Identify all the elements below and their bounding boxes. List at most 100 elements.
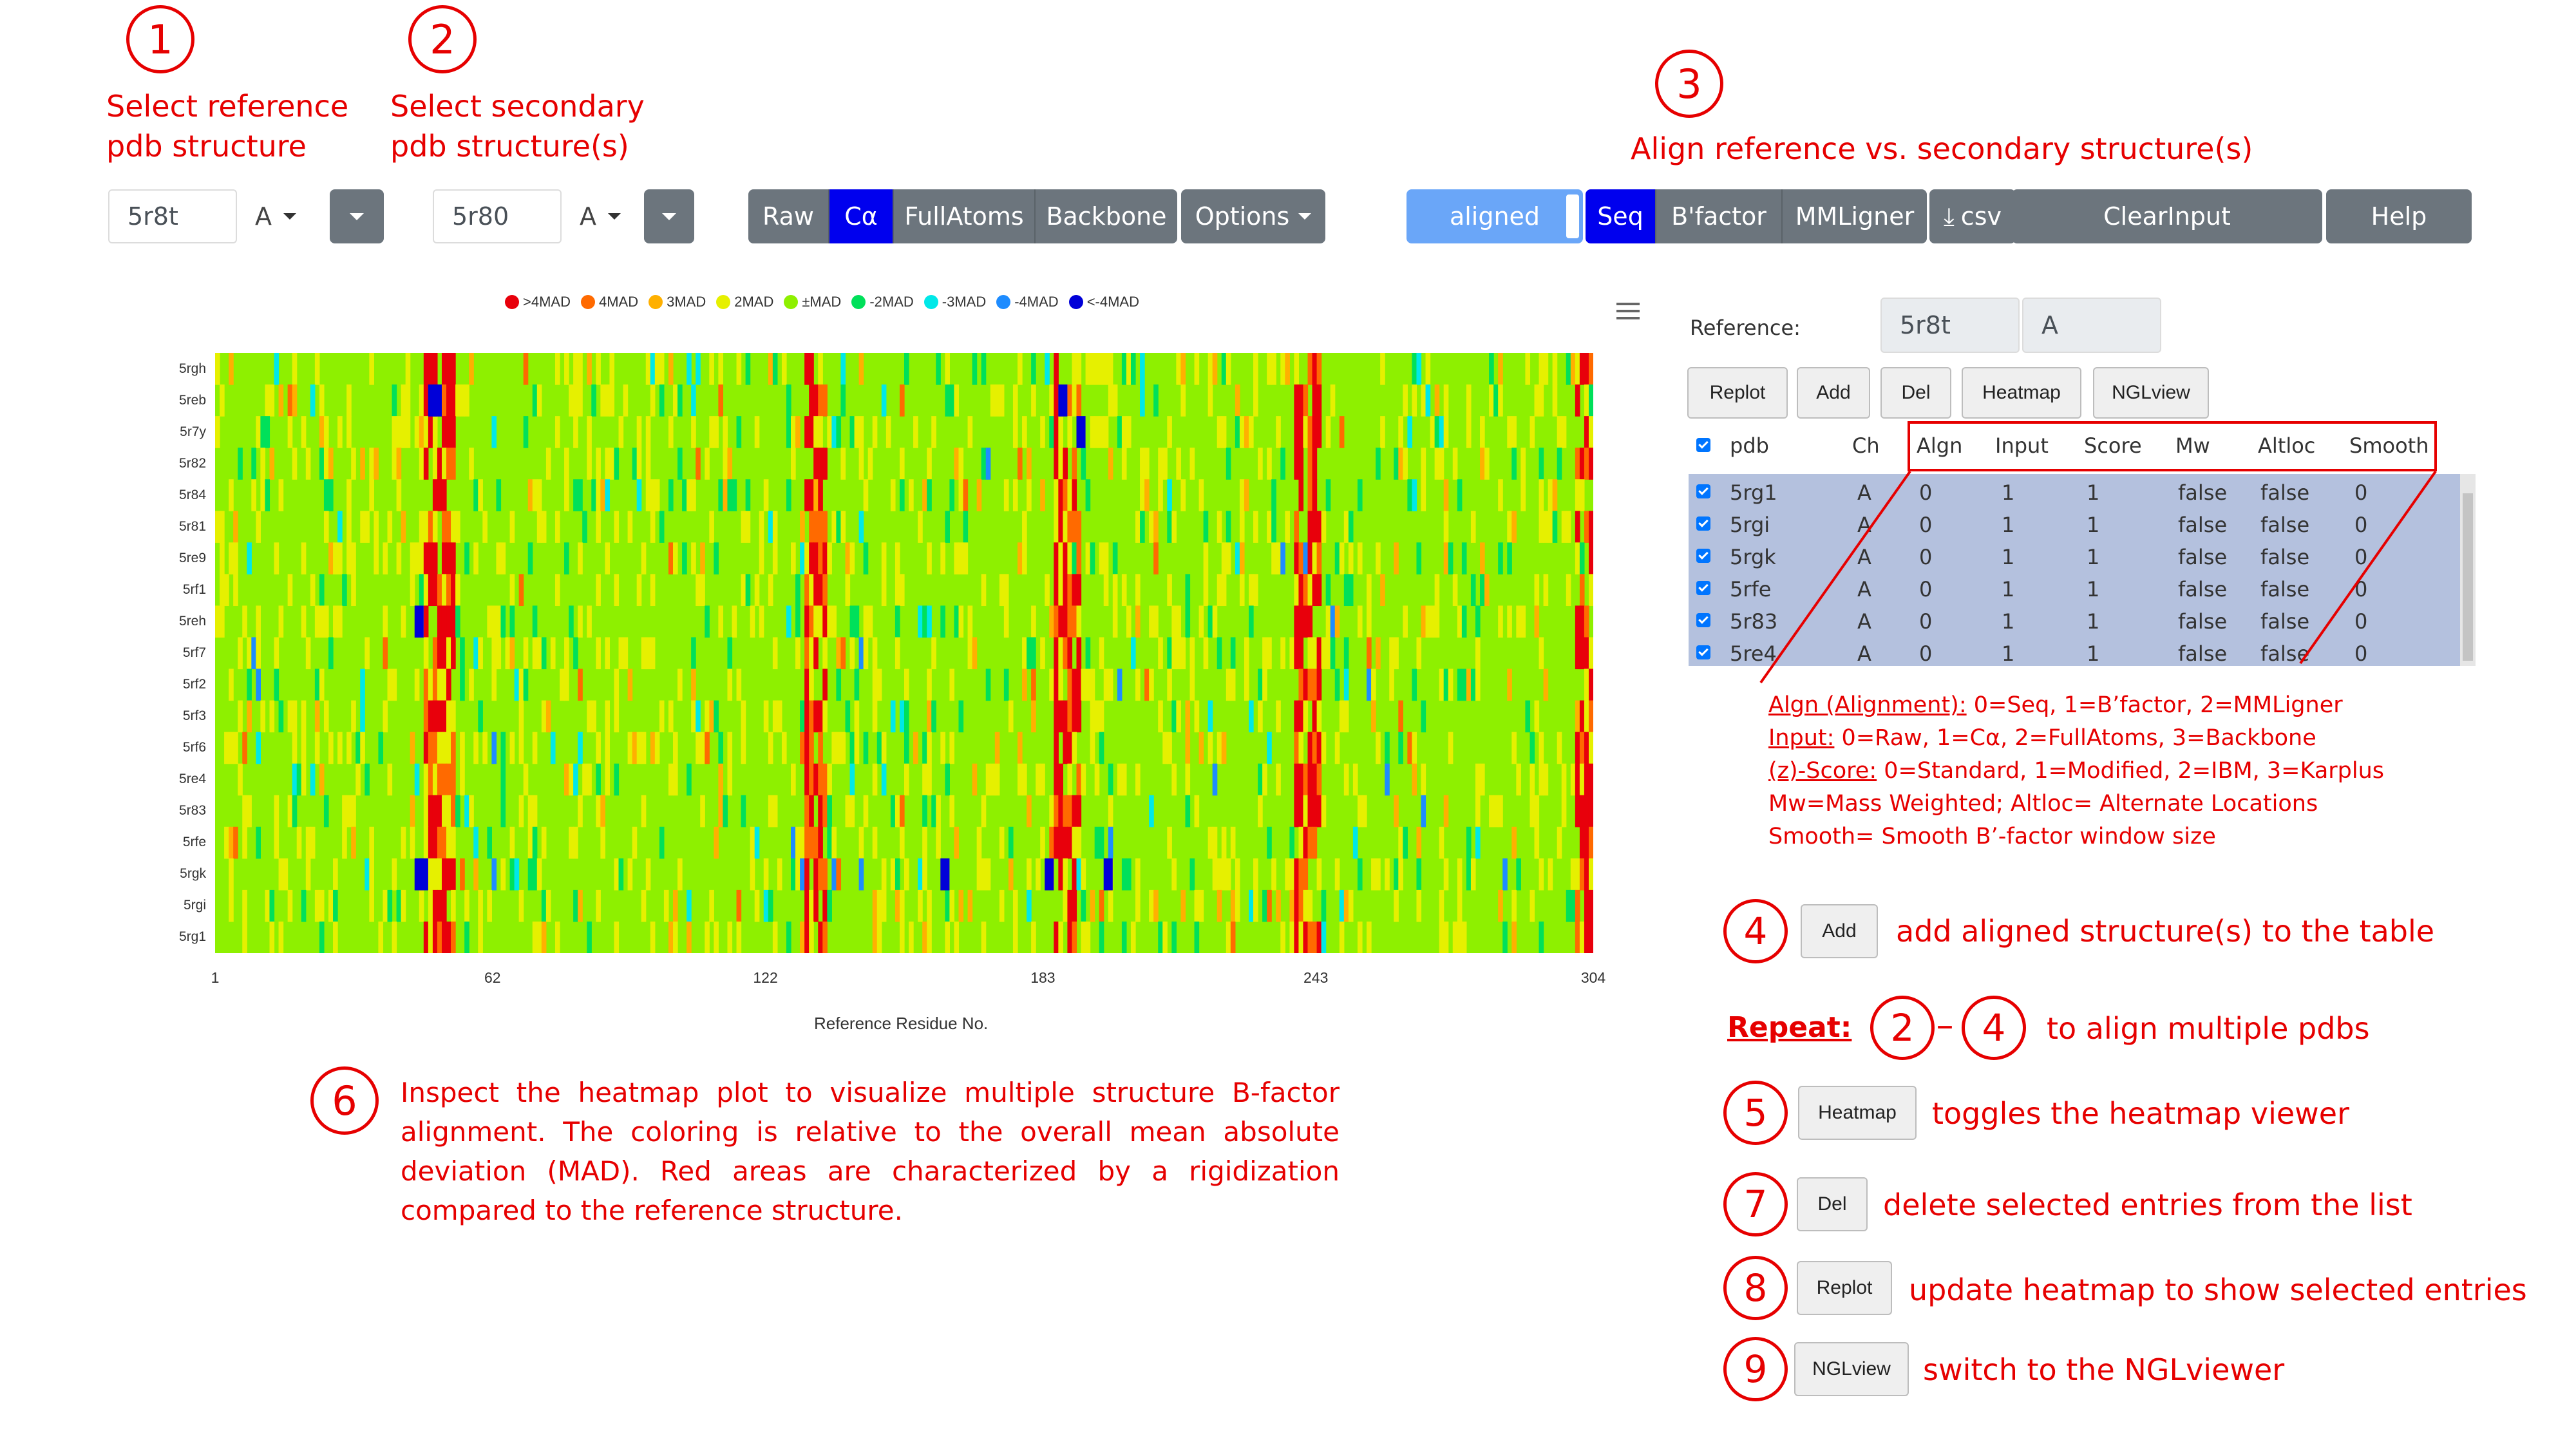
help-add-button[interactable]: Add [1801,904,1878,958]
help-nglview-text: switch to the NGLviewer [1923,1352,2285,1387]
table-scrollbar[interactable] [2460,474,2476,666]
heatmap-cell [1421,700,1426,733]
legend-item[interactable]: >4MAD [505,294,571,310]
align-bfactor-button[interactable]: B'factor [1656,189,1783,243]
legend-item[interactable]: -2MAD [851,294,914,310]
aligned-toggle[interactable]: aligned [1406,189,1583,243]
legend-item[interactable]: 3MAD [649,294,706,310]
legend-item[interactable]: ±MAD [784,294,841,310]
input-backbone-button[interactable]: Backbone [1036,189,1177,243]
heatmap-cell [609,448,615,480]
heatmap-cell [229,858,234,891]
heatmap-cell [1017,542,1023,574]
heatmap-cell [691,668,696,701]
heatmap-cell [1103,416,1109,448]
del-button[interactable]: Del [1880,367,1951,419]
heatmap-cell [1040,479,1045,511]
input-calpha-button[interactable]: Cα [829,189,894,243]
help-replot-button[interactable]: Replot [1797,1261,1892,1315]
heatmap-cell [536,921,542,953]
legend-dot [923,295,938,309]
legend-item[interactable]: <-4MAD [1068,294,1139,310]
heatmap-cell [1321,637,1327,670]
heatmap-cell [1185,732,1191,764]
input-raw-button[interactable]: Raw [748,189,829,243]
heatmap-cell [1588,889,1593,922]
heatmap-cell [383,542,388,574]
y-tick-label: 5reh [178,613,206,629]
heatmap-cell [1126,353,1132,385]
select-all-checkbox[interactable] [1696,438,1710,452]
row-checkbox[interactable] [1696,613,1710,627]
secondary-chain-select[interactable]: A [568,189,640,243]
heatmap-cell [532,479,538,511]
legend-item[interactable]: -4MAD [996,294,1059,310]
clear-input-button[interactable]: ClearInput [2012,189,2322,243]
heatmap-cell [242,889,247,922]
reference-chain-select[interactable]: A [243,189,325,243]
align-seq-button[interactable]: Seq [1586,189,1656,243]
heatmap-plot[interactable] [215,353,1593,953]
heatmap-cell [1012,384,1018,417]
heatmap-cell [1561,795,1567,828]
reference-pdb-dropdown-button[interactable] [330,189,384,243]
heatmap-cell [1307,353,1313,385]
heatmap-cell [278,479,284,511]
scrollbar-thumb[interactable] [2463,493,2473,661]
heatmap-cell [822,668,828,701]
heatmap-cell [831,416,837,448]
heatmap-cell [1298,479,1304,511]
row-checkbox[interactable] [1696,645,1710,659]
hamburger-menu-icon[interactable] [1616,303,1640,319]
row-checkbox[interactable] [1696,516,1710,531]
heatmap-cell [922,858,927,891]
heatmap-cell [1530,763,1535,796]
heatmap-cell [1579,826,1585,859]
reference-pdb-input[interactable]: 5r8t [108,189,237,243]
heatmap-cell [1258,668,1263,701]
heatmap-cell [283,858,289,891]
heatmap-cell [220,605,225,638]
csv-download-button[interactable]: ⤓ csv [1929,189,2016,243]
heatmap-cell [1149,795,1154,828]
heatmap-cell [945,889,950,922]
heatmap-cell [813,700,819,733]
heatmap-cell [247,542,252,574]
row-checkbox[interactable] [1696,549,1710,563]
heatmap-button[interactable]: Heatmap [1962,367,2081,419]
replot-button[interactable]: Replot [1687,367,1788,419]
heatmap-cell [1158,921,1163,953]
heatmap-cell [1072,795,1077,828]
heatmap-cell [1579,700,1585,733]
input-fullatoms-button[interactable]: FullAtoms [894,189,1036,243]
heatmap-cell [858,826,864,859]
row-checkbox[interactable] [1696,581,1710,595]
heatmap-cell [772,542,778,574]
heatmap-cell [446,384,451,417]
nglview-button[interactable]: NGLview [2093,367,2209,419]
heatmap-cell [623,637,629,670]
row-checkbox[interactable] [1696,484,1710,498]
heatmap-cell [1117,763,1122,796]
options-dropdown-button[interactable]: Options [1181,189,1325,243]
help-del-button[interactable]: Del [1797,1177,1868,1231]
heatmap-cell [1584,668,1589,701]
heatmap-cell [759,605,764,638]
add-button[interactable]: Add [1797,367,1870,419]
help-button[interactable]: Help [2326,189,2472,243]
heatmap-cell [1076,826,1082,859]
heatmap-cell [732,605,737,638]
help-nglview-button[interactable]: NGLview [1794,1342,1909,1396]
legend-item[interactable]: 4MAD [580,294,638,310]
secondary-pdb-input[interactable]: 5r80 [433,189,562,243]
help-heatmap-button[interactable]: Heatmap [1798,1086,1917,1140]
heatmap-cell [1176,353,1182,385]
legend-item[interactable]: 2MAD [716,294,773,310]
align-mmligner-button[interactable]: MMLigner [1783,189,1927,243]
heatmap-cell [396,448,402,480]
heatmap-cell [614,448,620,480]
heatmap-cell [1552,479,1558,511]
heatmap-cell [1294,353,1300,385]
legend-item[interactable]: -3MAD [923,294,986,310]
secondary-pdb-dropdown-button[interactable] [644,189,694,243]
